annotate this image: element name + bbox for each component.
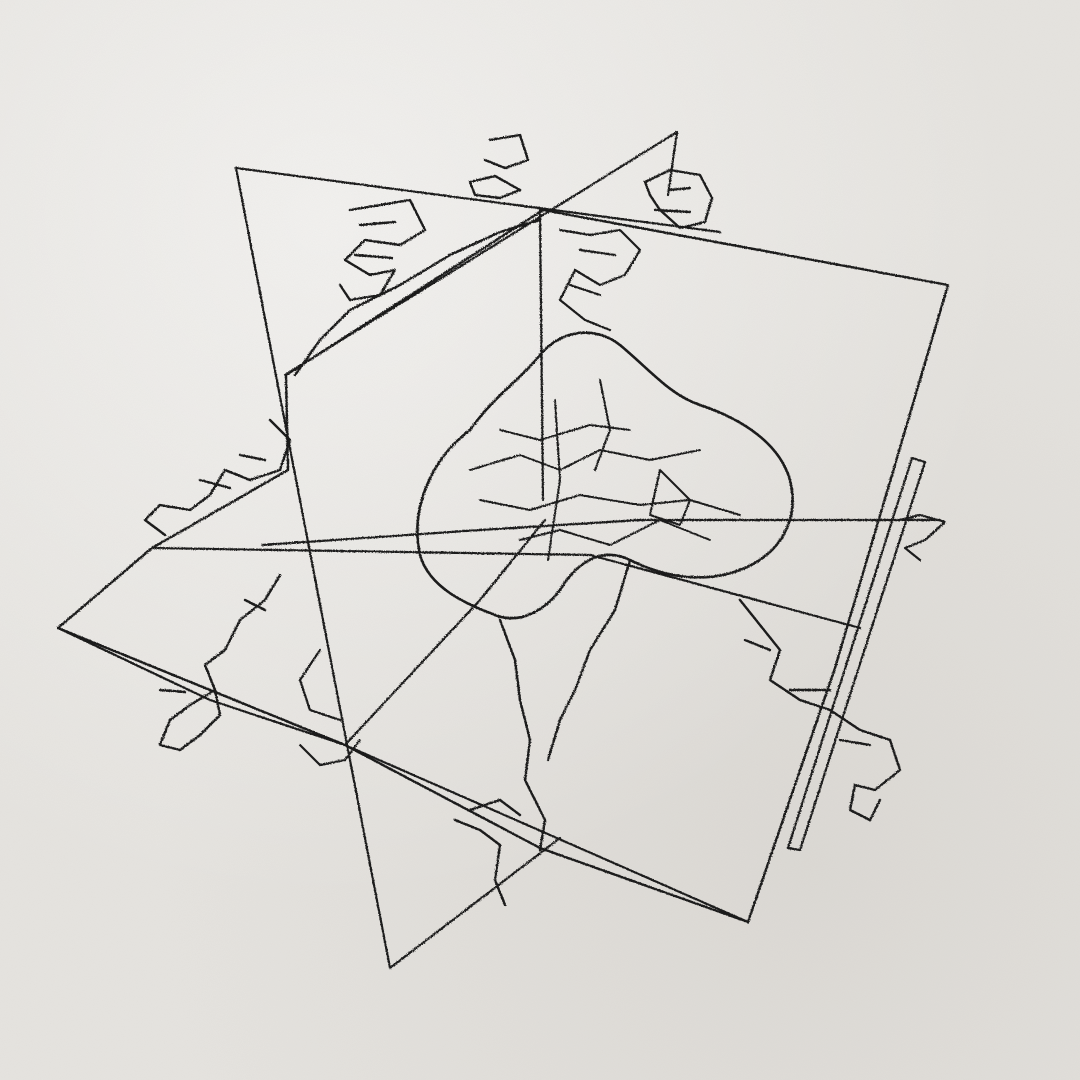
horizontal-band-lines [56,518,942,924]
downward-triangle-outline [234,166,722,970]
upper-right-inner-scribble [558,228,642,332]
lower-left-scribble [158,573,282,752]
upper-left-scribble-cluster [293,198,542,377]
lower-middle-scribble [298,648,362,767]
central-scribble-figure [416,331,794,620]
lower-stem-scribble [453,558,632,907]
top-center-scribble [468,133,530,200]
thread-stitching [56,130,950,970]
top-right-scribble [643,168,714,230]
right-vertical-bar [786,456,927,852]
right-lower-scribble [738,598,902,822]
central-inner-scribbles [469,379,741,561]
left-mid-scribble [143,418,292,537]
right-edge-scribble [898,513,947,562]
